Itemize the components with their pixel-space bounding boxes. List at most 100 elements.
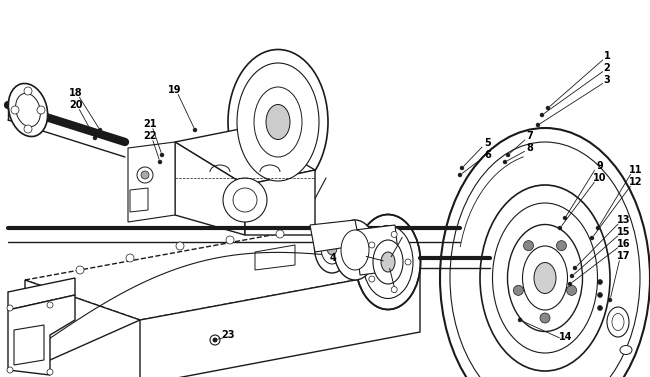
Circle shape bbox=[546, 106, 550, 110]
Circle shape bbox=[76, 266, 84, 274]
Polygon shape bbox=[355, 225, 400, 275]
Ellipse shape bbox=[237, 63, 319, 181]
Text: 11: 11 bbox=[629, 165, 643, 175]
Ellipse shape bbox=[254, 87, 302, 157]
Polygon shape bbox=[25, 228, 420, 320]
Text: 7: 7 bbox=[526, 131, 534, 141]
Circle shape bbox=[391, 287, 397, 293]
Text: 4: 4 bbox=[330, 253, 337, 263]
Polygon shape bbox=[25, 280, 140, 360]
Ellipse shape bbox=[334, 220, 376, 280]
Ellipse shape bbox=[480, 185, 610, 371]
Circle shape bbox=[540, 313, 550, 323]
Text: 1: 1 bbox=[604, 51, 610, 61]
Ellipse shape bbox=[228, 49, 328, 195]
Circle shape bbox=[458, 173, 462, 177]
Circle shape bbox=[518, 318, 522, 322]
Circle shape bbox=[514, 285, 523, 295]
Circle shape bbox=[7, 305, 13, 311]
Text: 17: 17 bbox=[618, 251, 630, 261]
Circle shape bbox=[47, 369, 53, 375]
Ellipse shape bbox=[440, 128, 650, 377]
Circle shape bbox=[596, 226, 600, 230]
Circle shape bbox=[590, 236, 594, 240]
Circle shape bbox=[608, 298, 612, 302]
Circle shape bbox=[369, 242, 375, 248]
Circle shape bbox=[460, 166, 464, 170]
Circle shape bbox=[556, 241, 566, 251]
Circle shape bbox=[573, 266, 577, 270]
Polygon shape bbox=[310, 220, 360, 252]
Circle shape bbox=[226, 236, 234, 244]
Text: 3: 3 bbox=[604, 75, 610, 85]
Ellipse shape bbox=[534, 262, 556, 294]
Circle shape bbox=[369, 276, 375, 282]
Text: 2: 2 bbox=[604, 63, 610, 73]
Ellipse shape bbox=[450, 142, 640, 377]
Text: 5: 5 bbox=[485, 138, 491, 148]
Text: 23: 23 bbox=[221, 330, 235, 340]
Text: 12: 12 bbox=[629, 177, 643, 187]
Circle shape bbox=[24, 87, 32, 95]
Ellipse shape bbox=[523, 246, 567, 310]
Circle shape bbox=[160, 153, 164, 157]
Ellipse shape bbox=[327, 241, 337, 255]
Circle shape bbox=[24, 125, 32, 133]
Circle shape bbox=[233, 188, 257, 212]
Circle shape bbox=[597, 305, 603, 311]
Circle shape bbox=[558, 226, 562, 230]
Text: 19: 19 bbox=[168, 85, 182, 95]
Circle shape bbox=[597, 293, 603, 297]
Circle shape bbox=[158, 160, 162, 164]
Polygon shape bbox=[14, 325, 44, 365]
Polygon shape bbox=[245, 170, 315, 235]
Circle shape bbox=[213, 338, 217, 342]
Ellipse shape bbox=[620, 345, 632, 354]
Circle shape bbox=[570, 274, 574, 278]
Text: 21: 21 bbox=[143, 119, 157, 129]
Ellipse shape bbox=[381, 252, 395, 272]
Ellipse shape bbox=[493, 203, 597, 353]
Polygon shape bbox=[255, 245, 295, 270]
Text: 6: 6 bbox=[485, 150, 491, 160]
Polygon shape bbox=[175, 128, 315, 185]
Ellipse shape bbox=[363, 225, 413, 299]
Circle shape bbox=[137, 167, 153, 183]
Circle shape bbox=[563, 216, 567, 220]
Text: 22: 22 bbox=[143, 131, 157, 141]
Ellipse shape bbox=[607, 307, 629, 337]
Ellipse shape bbox=[612, 314, 624, 331]
Text: 16: 16 bbox=[618, 239, 630, 249]
Circle shape bbox=[93, 136, 97, 140]
Circle shape bbox=[223, 178, 267, 222]
Ellipse shape bbox=[266, 104, 290, 139]
Ellipse shape bbox=[356, 215, 421, 310]
Polygon shape bbox=[175, 142, 245, 235]
Polygon shape bbox=[128, 142, 175, 222]
Circle shape bbox=[176, 242, 184, 250]
Circle shape bbox=[568, 282, 572, 286]
Circle shape bbox=[567, 285, 577, 295]
Circle shape bbox=[540, 113, 544, 117]
Circle shape bbox=[37, 106, 45, 114]
Ellipse shape bbox=[321, 232, 343, 264]
Ellipse shape bbox=[8, 83, 47, 136]
Circle shape bbox=[210, 335, 220, 345]
Circle shape bbox=[7, 367, 13, 373]
Ellipse shape bbox=[16, 93, 40, 127]
Circle shape bbox=[506, 153, 510, 157]
Polygon shape bbox=[8, 295, 75, 375]
Circle shape bbox=[503, 160, 507, 164]
Text: 10: 10 bbox=[593, 173, 606, 183]
Circle shape bbox=[126, 254, 134, 262]
Ellipse shape bbox=[508, 224, 582, 331]
Polygon shape bbox=[8, 278, 75, 310]
Circle shape bbox=[536, 123, 540, 127]
Text: 20: 20 bbox=[70, 100, 83, 110]
Text: 14: 14 bbox=[559, 332, 573, 342]
Circle shape bbox=[523, 241, 534, 251]
Circle shape bbox=[405, 259, 411, 265]
Circle shape bbox=[141, 171, 149, 179]
Ellipse shape bbox=[341, 230, 369, 270]
Text: 15: 15 bbox=[618, 227, 630, 237]
